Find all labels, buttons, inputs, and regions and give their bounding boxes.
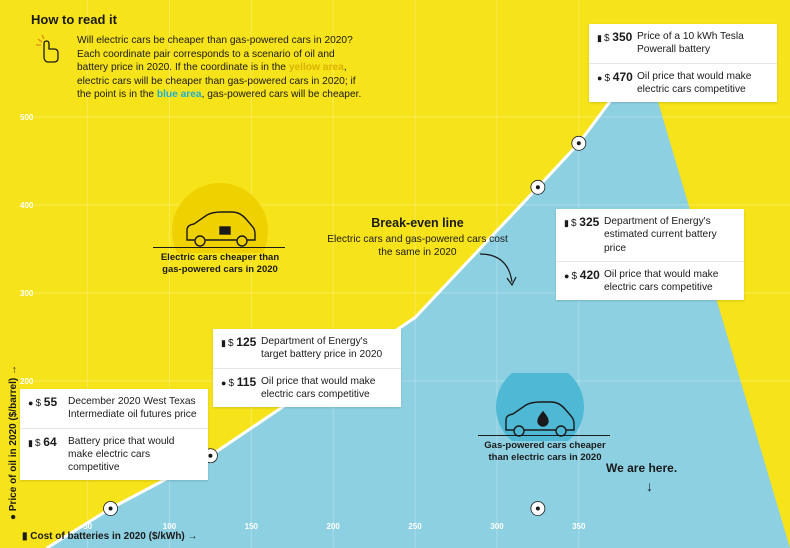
card-325-oil-text: Oil price that would make electric cars … (604, 268, 719, 293)
data-point-dot-3 (535, 185, 540, 190)
card-350-oil-value: 470 (612, 69, 633, 84)
card-325-battery-row: ▮ $ 325 Department of Energy's estimated … (556, 209, 744, 261)
data-point-dot-4 (576, 141, 581, 146)
card-55-battery-text: Battery price that would make electric c… (68, 435, 175, 474)
card-350-oil-text: Oil price that would make electric cars … (637, 70, 752, 95)
x-tick-100: 100 (163, 522, 177, 531)
how-to-line1: Will electric cars be cheaper than gas-p… (77, 35, 353, 74)
card-125-battery-text: Department of Energy's target battery pr… (261, 336, 383, 361)
card-325: ▮ $ 325 Department of Energy's estimated … (556, 209, 744, 301)
card-55-battery-value: 64 (43, 434, 57, 449)
card-325-battery-value: 325 (579, 215, 600, 229)
break-even-arrow (479, 253, 517, 287)
we-are-here-arrow: ↓ (646, 478, 653, 494)
y-tick-500: 500 (20, 113, 34, 122)
battery-icon: ▮ (221, 338, 226, 348)
card-350: ▮ $ 350 Price of a 10 kWh Tesla Powerall … (589, 24, 777, 102)
electric-caption-rule (153, 247, 285, 248)
data-point-dot-1 (108, 506, 113, 511)
hand-pointer-icon (36, 34, 59, 63)
oil-drop-icon: ● (28, 398, 34, 408)
gas-caption-rule (478, 435, 610, 436)
y-tick-200: 200 (20, 377, 34, 386)
how-to-line2: , electric cars will be cheaper than gas… (77, 62, 356, 101)
card-125-oil-text: Oil price that would make electric cars … (261, 375, 376, 400)
gas-cheaper-region (0, 55, 790, 548)
y-axis-label: ● Price of oil in 2020 ($/barrel) → (8, 365, 19, 520)
card-125-battery-value: 125 (236, 335, 257, 349)
electric-caption: Electric cars cheaper than gas-powered c… (160, 252, 280, 275)
gas-caption: Gas-powered cars cheaper than electric c… (484, 440, 606, 463)
card-125-battery-row: ▮ $ 125 Department of Energy's target bat… (213, 329, 401, 368)
oil-drop-icon: ● (597, 72, 603, 83)
card-55-oil-text: December 2020 West Texas Intermediate oi… (68, 396, 197, 421)
break-even-description: Electric cars and gas-powered cars cost … (327, 234, 508, 259)
x-tick-50: 50 (83, 522, 92, 531)
electric-car-badge (172, 183, 268, 253)
x-tick-250: 250 (408, 522, 422, 531)
card-350-battery-text: Price of a 10 kWh Tesla Powerall battery (637, 31, 744, 56)
x-tick-300: 300 (490, 522, 504, 531)
how-to-line3: , gas-powered cars will be cheaper. (201, 89, 362, 101)
card-325-oil-value: 420 (579, 267, 600, 282)
gas-car-badge (496, 373, 584, 441)
card-350-battery-value: 350 (612, 30, 633, 44)
we-are-here-label: We are here. (606, 461, 678, 475)
y-tick-300: 300 (20, 289, 34, 298)
card-125: ▮ $ 125 Department of Energy's target bat… (213, 329, 401, 407)
card-55-oil-row: ● $ 55 December 2020 West Texas Intermedi… (20, 389, 208, 428)
card-350-battery-row: ▮ $ 350 Price of a 10 kWh Tesla Powerall … (589, 24, 777, 63)
how-to-text: Will electric cars be cheaper than gas-p… (77, 34, 367, 102)
battery-icon: ▮ (564, 218, 569, 228)
battery-icon: ▮ (28, 437, 33, 448)
gas-car-icon (505, 401, 575, 437)
x-axis-label: ▮ Cost of batteries in 2020 ($/kWh) → (22, 531, 198, 542)
x-tick-200: 200 (327, 522, 341, 531)
oil-drop-icon: ● (8, 511, 19, 520)
x-tick-350: 350 (572, 522, 586, 531)
oil-drop-icon: ● (221, 377, 227, 388)
battery-icon: ▮ (597, 33, 602, 43)
how-to-title: How to read it (31, 12, 117, 27)
y-tick-400: 400 (20, 201, 34, 210)
how-to-blue-word: blue area (156, 89, 202, 101)
battery-icon: ▮ (22, 531, 31, 542)
card-125-oil-row: ● $ 115 Oil price that would make electri… (213, 367, 401, 408)
break-even-title: Break-even line (371, 216, 464, 230)
how-to-yellow-word: yellow area (288, 62, 344, 74)
card-55-battery-row: ▮ $ 64 Battery price that would make elec… (20, 427, 208, 481)
card-325-oil-row: ● $ 420 Oil price that would make electri… (556, 260, 744, 301)
data-point-dot-2 (208, 453, 213, 458)
card-55: ● $ 55 December 2020 West Texas Intermedi… (20, 389, 208, 481)
card-55-oil-value: 55 (43, 395, 58, 409)
oil-drop-icon: ● (564, 270, 570, 281)
card-325-battery-text: Department of Energy's estimated current… (604, 216, 717, 254)
card-350-oil-row: ● $ 470 Oil price that would make electri… (589, 62, 777, 103)
x-tick-150: 150 (245, 522, 259, 531)
card-125-oil-value: 115 (236, 374, 257, 389)
data-point-dot-5 (535, 506, 540, 511)
electric-car-icon (186, 211, 256, 247)
